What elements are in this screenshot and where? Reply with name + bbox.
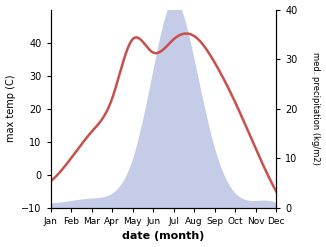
X-axis label: date (month): date (month) <box>122 231 204 242</box>
Y-axis label: max temp (C): max temp (C) <box>6 75 16 143</box>
Y-axis label: med. precipitation (kg/m2): med. precipitation (kg/m2) <box>311 52 320 165</box>
